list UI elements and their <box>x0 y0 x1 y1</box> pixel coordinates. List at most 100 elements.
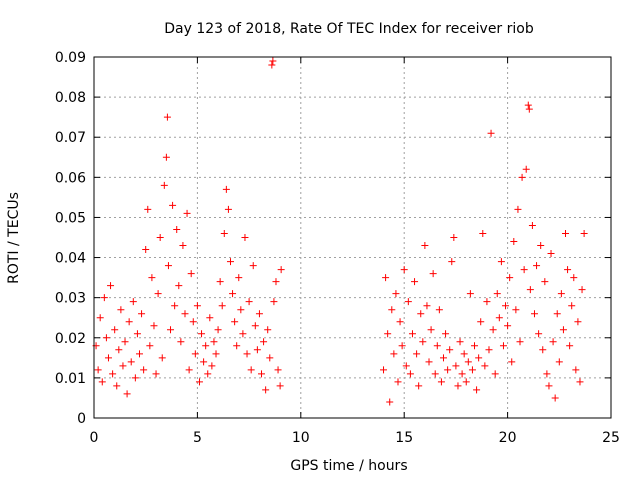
data-point <box>537 242 545 250</box>
data-point <box>570 274 578 282</box>
x-tick-label: 25 <box>602 430 620 446</box>
data-point <box>564 266 572 274</box>
data-point <box>277 266 285 274</box>
data-point <box>427 326 435 334</box>
data-point <box>421 242 429 250</box>
data-point <box>400 266 408 274</box>
data-points <box>92 57 588 406</box>
axis-ticks: 0 5 10 15 20 25 0 0.01 0.02 0.03 0.04 0.05 0.06 0.07 0… <box>55 50 620 446</box>
data-point <box>398 342 406 350</box>
data-point <box>253 346 261 354</box>
data-point <box>380 366 388 374</box>
data-point <box>520 266 528 274</box>
data-point <box>526 286 534 294</box>
data-point <box>566 342 574 350</box>
data-point <box>437 378 445 386</box>
data-point <box>390 350 398 358</box>
data-point <box>512 306 520 314</box>
data-point <box>394 378 402 386</box>
data-point <box>142 246 150 254</box>
data-point <box>454 382 462 390</box>
x-tick-label: 15 <box>395 430 413 446</box>
data-point <box>243 350 251 358</box>
data-point <box>504 322 512 330</box>
data-point <box>187 270 195 278</box>
data-point <box>104 354 112 362</box>
data-point <box>127 358 135 366</box>
y-axis-label: ROTI / TECUs <box>6 192 22 284</box>
data-point <box>524 101 532 109</box>
data-point <box>433 342 441 350</box>
data-point <box>173 225 181 233</box>
data-point <box>553 310 561 318</box>
data-point <box>231 318 239 326</box>
data-point <box>150 322 158 330</box>
data-point <box>255 310 263 318</box>
data-point <box>446 346 454 354</box>
data-point <box>125 318 133 326</box>
data-point <box>473 386 481 394</box>
data-point <box>502 302 510 310</box>
data-point <box>241 234 249 241</box>
data-point <box>541 278 549 286</box>
data-point <box>413 350 421 358</box>
data-point <box>423 302 431 310</box>
data-point <box>392 290 400 298</box>
data-point <box>135 350 143 358</box>
grid-lines <box>94 57 611 418</box>
data-point <box>450 234 458 241</box>
data-point <box>543 370 551 378</box>
data-point <box>220 229 228 237</box>
data-point <box>448 258 456 266</box>
data-point <box>195 378 203 386</box>
data-point <box>119 362 127 370</box>
data-point <box>388 306 396 314</box>
data-point <box>417 310 425 318</box>
data-point <box>528 221 536 229</box>
data-point <box>386 398 394 406</box>
data-point <box>185 366 193 374</box>
data-point <box>269 57 277 65</box>
data-point <box>117 306 125 314</box>
data-point <box>539 346 547 354</box>
data-point <box>530 310 538 318</box>
data-point <box>235 274 243 282</box>
data-point <box>506 274 514 282</box>
data-point <box>218 302 226 310</box>
data-point <box>559 326 567 334</box>
data-point <box>140 366 148 374</box>
data-point <box>406 370 414 378</box>
data-point <box>576 378 584 386</box>
data-point <box>148 274 156 282</box>
data-point <box>210 338 218 346</box>
data-point <box>226 258 234 266</box>
data-point <box>102 334 110 342</box>
data-point <box>272 278 280 286</box>
data-point <box>444 366 452 374</box>
data-point <box>562 229 570 237</box>
data-point <box>189 318 197 326</box>
data-point <box>456 338 464 346</box>
data-point <box>183 209 191 217</box>
data-point <box>237 306 245 314</box>
data-point <box>266 354 274 362</box>
data-point <box>439 354 447 362</box>
data-point <box>491 370 499 378</box>
data-point <box>425 358 433 366</box>
data-point <box>162 153 170 161</box>
y-tick-label: 0.02 <box>55 331 86 347</box>
data-point <box>133 330 141 338</box>
data-point <box>452 362 460 370</box>
data-point <box>179 242 187 250</box>
data-point <box>146 342 154 350</box>
data-point <box>471 342 479 350</box>
data-point <box>468 366 476 374</box>
data-point <box>568 302 576 310</box>
data-point <box>270 298 278 306</box>
data-point <box>247 366 255 374</box>
data-point <box>435 306 443 314</box>
data-point <box>411 278 419 286</box>
data-point <box>493 290 501 298</box>
data-point <box>262 386 270 394</box>
